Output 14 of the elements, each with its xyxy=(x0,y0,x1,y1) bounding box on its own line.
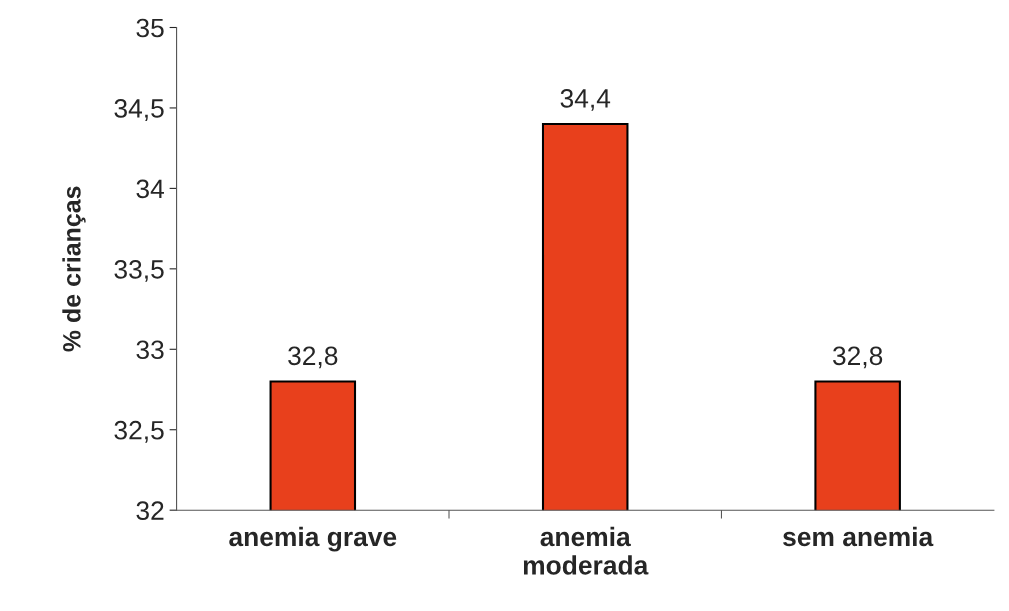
data-label: 32,8 xyxy=(288,346,338,369)
y-tick-label: 32,5 xyxy=(114,420,164,443)
data-label: 34,4 xyxy=(560,89,611,111)
x-tick-label: anemia moderada xyxy=(523,526,649,575)
y-tick-label: 32 xyxy=(136,501,164,521)
y-tick-label: 35 xyxy=(136,18,164,38)
y-axis-title: % de crianças xyxy=(62,186,86,352)
y-tick-label: 34 xyxy=(136,179,164,199)
y-tick-label: 33,5 xyxy=(114,259,164,282)
y-tick-label: 34,5 xyxy=(114,99,164,121)
y-tick-label: 33 xyxy=(136,340,164,360)
data-label: 32,8 xyxy=(832,346,883,369)
x-tick-label: sem anemia xyxy=(783,526,934,547)
x-tick-label: anemia grave xyxy=(229,526,397,552)
